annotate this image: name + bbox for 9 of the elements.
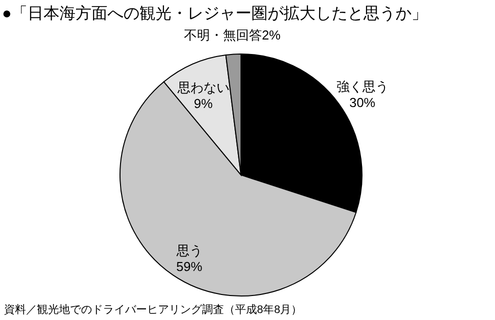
data-label: 9% [194,96,214,111]
chart-title: ●「日本海方面への観光・レジャー圏が拡大したと思うか」 [2,4,428,22]
slice-label: 思う [175,243,202,258]
data-label: 59% [176,259,203,274]
slice-label: 思わない [176,80,230,95]
data-label: 30% [349,94,376,110]
text: 資料／観光地でのドライバーヒアリング調査（平成8年8月） [4,303,302,316]
slice-label: 強く思う [336,78,388,94]
slice-label: 不明・無回答2% [184,27,282,42]
